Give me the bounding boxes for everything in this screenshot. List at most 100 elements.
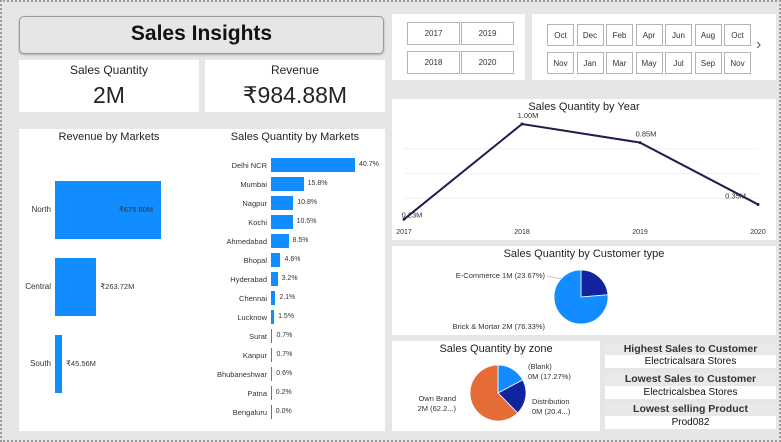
sales-qty-by-markets-chart: Delhi NCR 40.7% Mumbai 15.8% Nagpur 10.8% Koch… [205, 129, 385, 431]
market-label: Kanpur [242, 351, 267, 360]
data-point [638, 141, 642, 145]
lowest-product-header: Lowest selling Product [605, 403, 776, 415]
data-label: 0.35M [725, 191, 746, 200]
revenue-card: Revenue ₹984.88M [205, 60, 385, 112]
market-label: Surat [249, 332, 267, 341]
data-label: 1.00M [518, 111, 539, 120]
month-button[interactable]: Oct [724, 24, 751, 46]
month-button[interactable]: Nov [724, 52, 751, 74]
sales-bar [271, 215, 293, 229]
market-label: Bhubaneshwar [216, 370, 267, 379]
page-title: Sales Insights [130, 22, 273, 45]
slice-label: Own Brand [418, 394, 456, 403]
data-label: 0.85M [636, 130, 657, 139]
sales-qty-by-year-card: Sales Quantity by Year 0.23M 2017 1.00M 201… [392, 99, 776, 240]
revenue-data-label: ₹45.56M [66, 359, 96, 368]
year-button[interactable]: 2017 [407, 22, 460, 45]
sales-bar [271, 253, 281, 267]
sales-bar [271, 196, 294, 210]
leader-line [546, 275, 563, 280]
sales-data-label: 0.6% [276, 370, 293, 377]
quantity-line [403, 122, 759, 221]
market-label: South [30, 359, 51, 368]
year-button[interactable]: 2018 [407, 51, 460, 74]
sales-qty-by-year-chart: 0.23M 2017 1.00M 2018 0.85M 2019 0.35M 2020 [396, 111, 766, 236]
sales-data-label: 15.8% [307, 180, 328, 187]
sales-data-label: 2.1% [279, 294, 296, 301]
month-button[interactable]: May [635, 52, 663, 74]
sales-bar [271, 386, 272, 400]
market-label: North [31, 205, 51, 214]
market-label: Hyderabad [230, 275, 267, 284]
month-button[interactable]: Jan [576, 52, 604, 74]
sales-bar [271, 348, 273, 362]
revenue-value: ₹984.88M [242, 82, 348, 108]
month-button[interactable]: Nov [547, 52, 574, 74]
x-tick-label: 2019 [632, 229, 648, 236]
sales-bar [271, 329, 273, 343]
sales-data-label: 1.5% [278, 313, 295, 320]
x-tick-label: 2017 [396, 229, 412, 236]
market-label: Delhi NCR [231, 161, 267, 170]
sales-bar [271, 405, 272, 419]
market-label: Central [25, 282, 51, 291]
month-button[interactable]: Sep [694, 52, 722, 74]
sales-qty-by-markets-card: Sales Quantity by Markets Delhi NCR 40.7%… [205, 129, 385, 431]
sales-quantity-label: Sales Quantity [69, 63, 149, 77]
revenue-by-markets-chart: North ₹675.60M Central ₹263.72M South ₹45.56M [19, 129, 199, 431]
revenue-bar [55, 258, 97, 316]
revenue-bar [55, 335, 63, 393]
chart-title: Sales Quantity by Year [528, 101, 640, 113]
sales-data-label: 40.7% [359, 161, 379, 168]
lowest-product-value: Prod082 [605, 416, 776, 429]
market-label: Mumbai [240, 180, 267, 189]
title-card: Sales Insights [19, 16, 384, 54]
slice-label: 0M (17.27%) [528, 372, 571, 381]
customer-type-pie: E-Commerce 1M (23.67%) Brick & Mortar 2M … [452, 269, 609, 331]
month-button[interactable]: Jul [665, 52, 692, 74]
month-button[interactable]: Apr [635, 24, 663, 46]
month-button[interactable]: Oct [547, 24, 574, 46]
sales-quantity-value: 2M [93, 82, 125, 108]
data-point [520, 122, 524, 126]
chevron-right-icon[interactable]: › [756, 36, 762, 53]
market-label: Lucknow [237, 313, 267, 322]
data-point [402, 217, 406, 221]
x-tick-label: 2018 [514, 229, 530, 236]
slice-label: 0M (20.4...) [532, 407, 571, 416]
month-slicer: Oct Dec Feb Apr Jun Aug Oct Nov Jan Mar May Jul Sep N… [532, 14, 776, 80]
month-button[interactable]: Dec [576, 24, 604, 46]
month-button[interactable]: Feb [606, 24, 633, 46]
market-label: Chennai [239, 294, 267, 303]
sales-bar [271, 367, 273, 381]
sales-bar [271, 272, 278, 286]
lowest-sales-header: Lowest Sales to Customer [605, 373, 776, 385]
chart-title: Sales Quantity by zone [439, 343, 553, 355]
data-label: 0.23M [402, 210, 423, 219]
market-label: Bengaluru [232, 408, 267, 417]
x-tick-label: 2020 [750, 229, 766, 236]
chart-title: Sales Quantity by Markets [230, 131, 360, 143]
month-button[interactable]: Jun [665, 24, 692, 46]
sales-data-label: 0.2% [275, 389, 292, 396]
pie-slice [469, 364, 519, 422]
month-button[interactable]: Aug [694, 24, 722, 46]
sales-bar [271, 310, 275, 324]
zone-card: Sales Quantity by zone (Blank) 0M (17.27%… [392, 341, 600, 431]
highest-sales-value: Electricalsara Stores [605, 355, 776, 368]
sales-data-label: 8.5% [292, 237, 309, 244]
year-slicer: 2017 2019 2018 2020 [392, 14, 525, 80]
pie-slice [580, 269, 609, 298]
lowest-sales-value: Electricalsbea Stores [605, 386, 776, 399]
revenue-bar [55, 181, 161, 239]
pie-slice [497, 379, 527, 414]
slice-label: (Blank) [528, 362, 552, 371]
year-button[interactable]: 2019 [461, 22, 514, 45]
month-button[interactable]: Mar [606, 52, 633, 74]
market-label: Kochi [248, 218, 267, 227]
sales-bar [271, 158, 355, 172]
year-button[interactable]: 2020 [461, 51, 514, 74]
sales-data-label: 10.5% [296, 218, 317, 225]
